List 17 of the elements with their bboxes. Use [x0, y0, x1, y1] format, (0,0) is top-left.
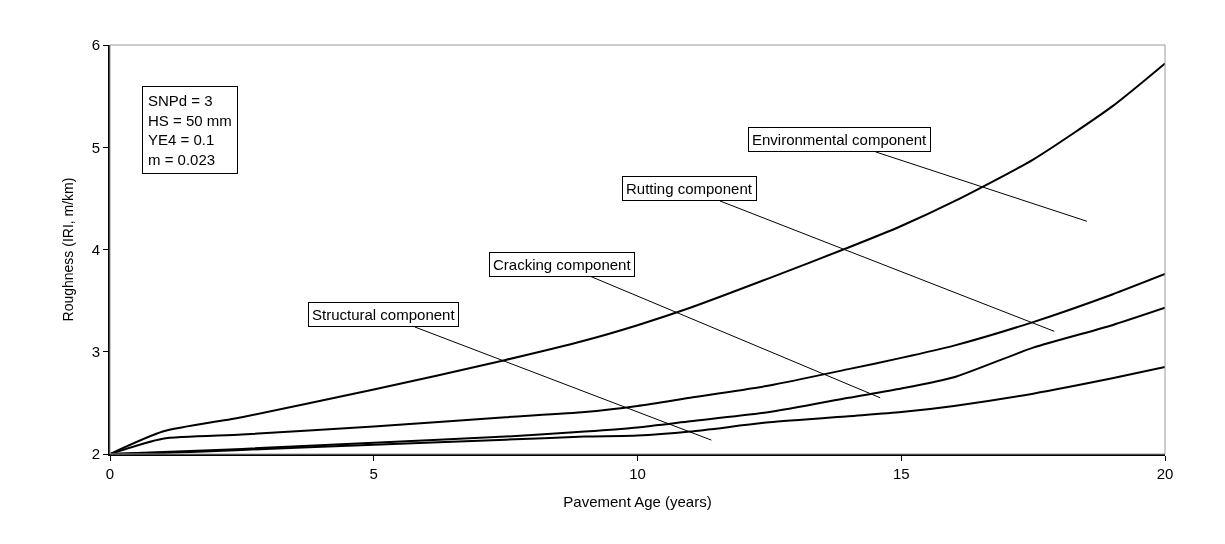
x-axis-title: Pavement Age (years)	[563, 492, 712, 510]
y-axis-title: Roughness (IRI, m/km)	[59, 177, 76, 322]
annotation: SNPd = 3 HS = 50 mm YE4 = 0.1 m = 0.023	[148, 92, 232, 168]
y-tick-label: 5	[91, 138, 100, 156]
annotation: Environmental component	[752, 131, 928, 148]
x-tick-label: 0	[105, 465, 115, 482]
y-tick-label: 6	[91, 36, 100, 54]
annotation: Rutting component	[626, 180, 753, 197]
annotation: Structural component	[312, 306, 456, 323]
y-tick-label: 2	[91, 445, 100, 463]
x-tick-label: 20	[1156, 465, 1174, 482]
x-tick-label: 15	[892, 465, 910, 482]
y-tick-label: 3	[91, 343, 100, 360]
y-tick-label: 4	[91, 240, 100, 258]
annotation: Cracking component	[493, 256, 632, 273]
x-tick-label: 10	[629, 465, 646, 482]
x-tick-label: 5	[369, 465, 378, 482]
